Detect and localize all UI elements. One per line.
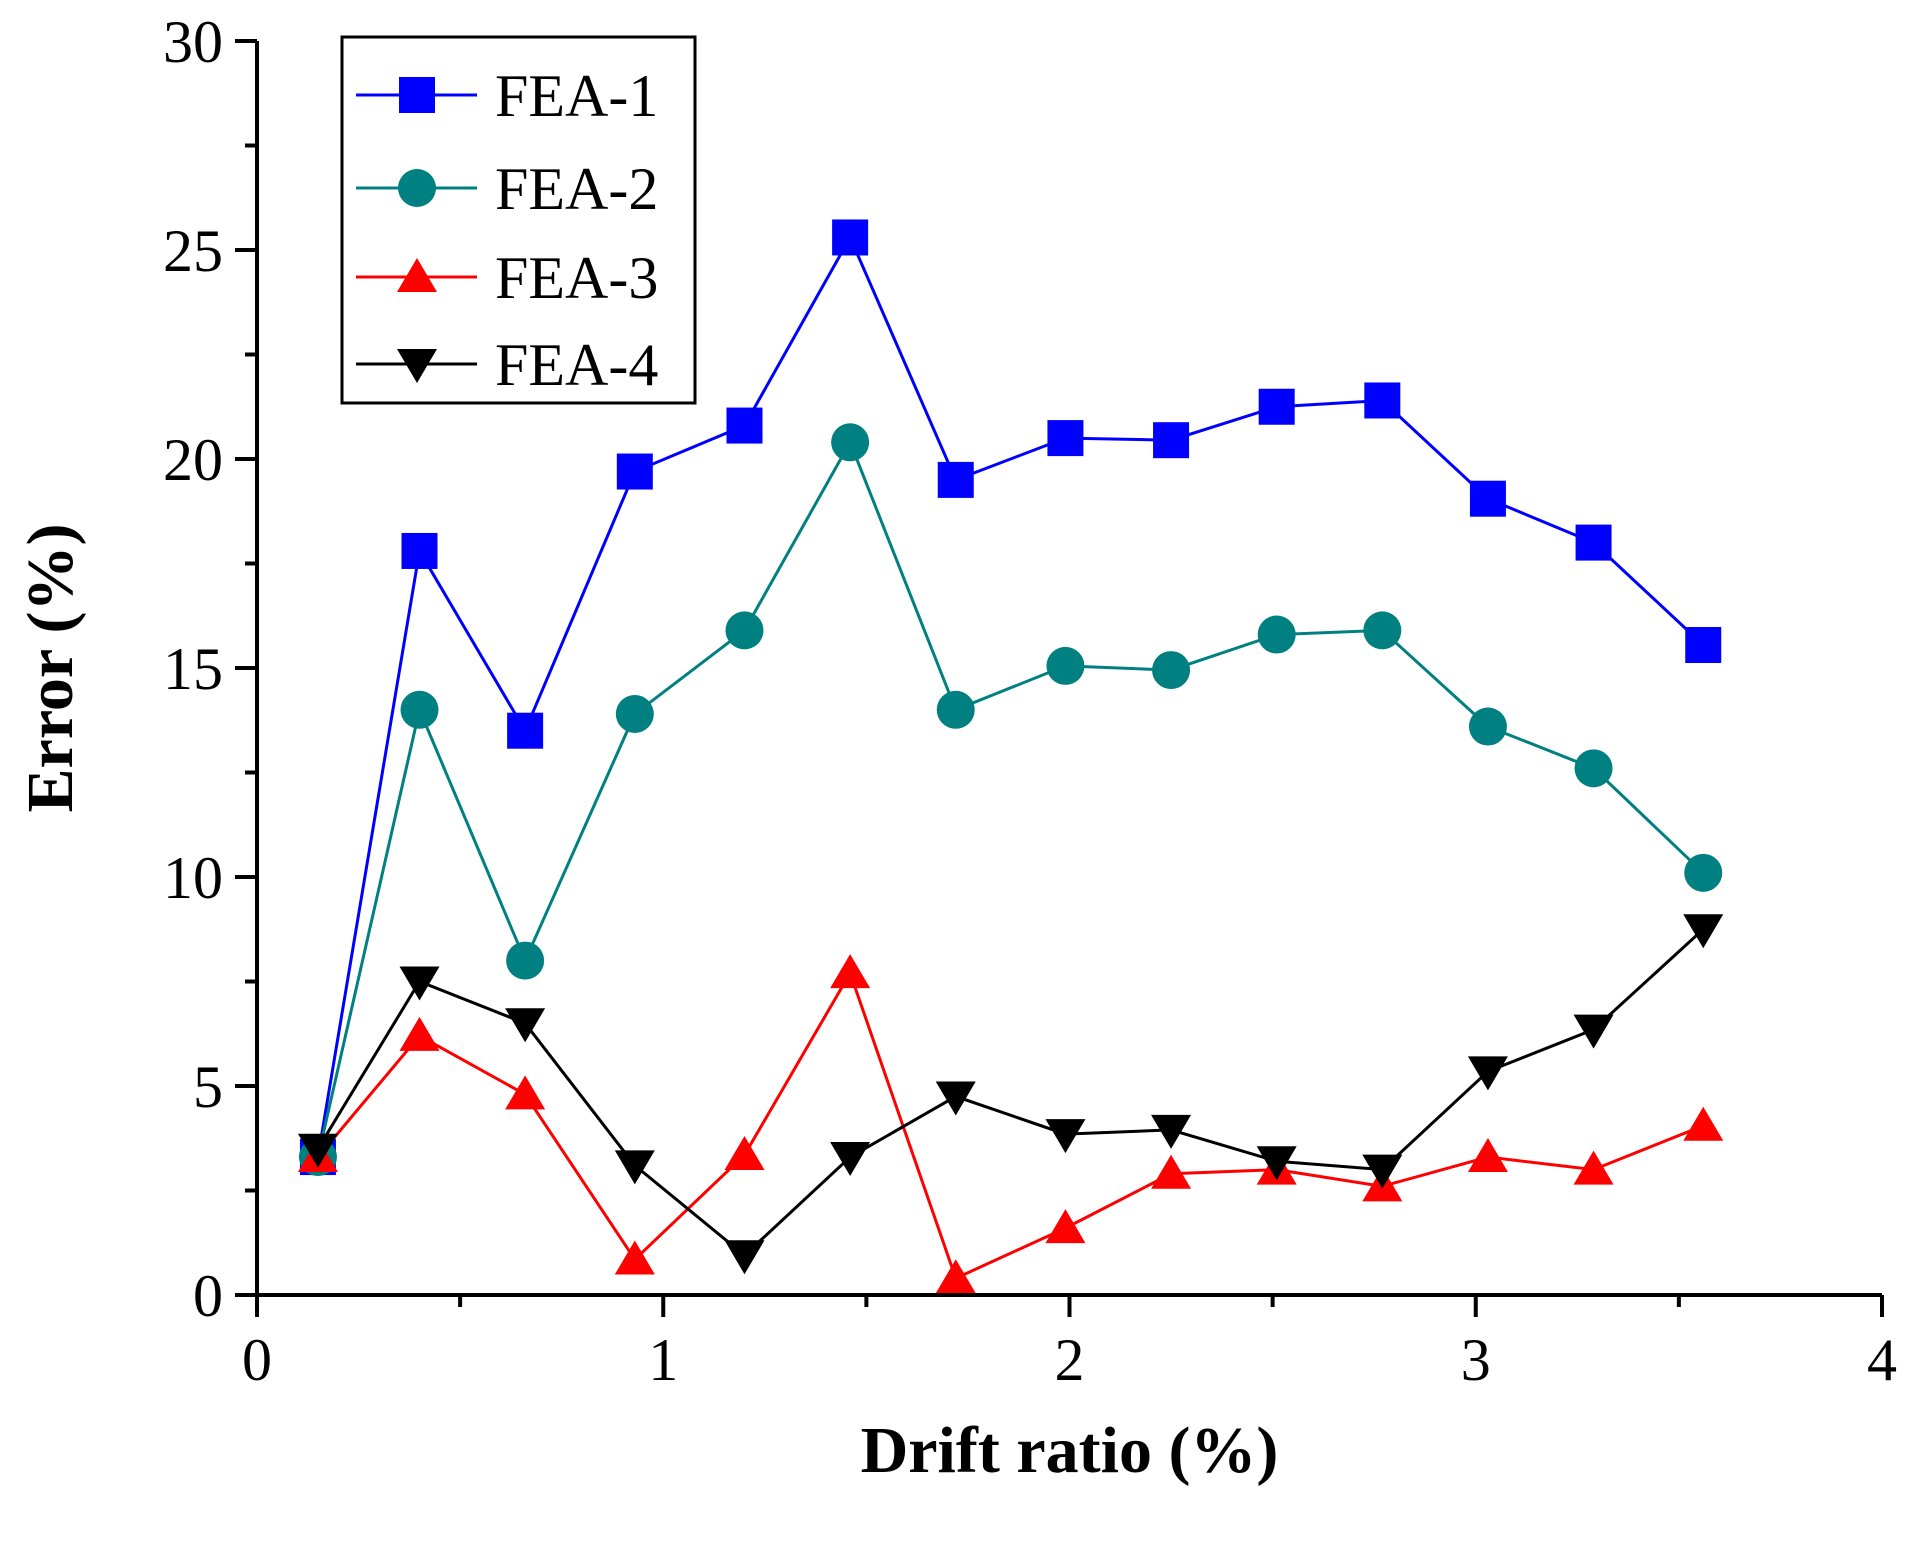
data-point-fea-1-8 — [1153, 422, 1190, 459]
data-point-fea-1-3 — [616, 453, 653, 490]
data-point-fea-1-11 — [1469, 480, 1506, 517]
y-axis-title: Error (%) — [14, 524, 87, 813]
legend-marker — [397, 349, 437, 383]
y-tick-label: 30 — [163, 9, 223, 75]
data-point-fea-3-6 — [935, 1259, 976, 1294]
data-point-fea-3-13 — [1683, 1106, 1724, 1141]
axes-layer: 0 5 10 15 20 25 30 0 1 2 3 4 — [163, 9, 1897, 1393]
data-point-fea-4-9 — [1256, 1146, 1297, 1181]
data-point-fea-2-4 — [725, 611, 764, 650]
data-point-fea-2-11 — [1468, 707, 1507, 746]
data-point-fea-4-6 — [935, 1081, 976, 1116]
data-point-fea-1-4 — [726, 407, 763, 444]
series-fea-3 — [297, 954, 1724, 1294]
y-tick-label: 10 — [163, 845, 223, 911]
data-point-fea-2-8 — [1152, 651, 1191, 690]
legend-marker — [399, 77, 435, 113]
data-point-fea-4-10 — [1362, 1154, 1403, 1189]
series-layer — [297, 219, 1724, 1294]
data-point-fea-4-12 — [1573, 1014, 1614, 1049]
legend-entry-fea-3: FEA-3 — [356, 245, 658, 311]
x-tick-label: 0 — [242, 1327, 272, 1393]
legend-label: FEA-3 — [495, 245, 658, 311]
data-point-fea-4-8 — [1151, 1114, 1192, 1149]
legend-entry-fea-1: FEA-1 — [356, 63, 658, 129]
data-point-fea-3-7 — [1045, 1209, 1086, 1244]
data-point-fea-3-11 — [1467, 1138, 1508, 1173]
x-tick-label: 4 — [1867, 1327, 1897, 1393]
data-point-fea-2-13 — [1684, 853, 1723, 892]
data-point-fea-3-4 — [724, 1135, 765, 1170]
x-axis-title: Drift ratio (%) — [861, 1414, 1279, 1487]
data-point-fea-4-0 — [297, 1133, 338, 1168]
data-point-fea-2-2 — [506, 941, 545, 980]
data-point-fea-2-7 — [1046, 646, 1085, 685]
data-point-fea-1-6 — [937, 461, 974, 498]
x-tick-label: 2 — [1055, 1327, 1085, 1393]
data-point-fea-4-5 — [830, 1142, 871, 1177]
legend-entry-fea-2: FEA-2 — [356, 156, 658, 222]
legend: FEA-1 FEA-2 FEA-3 FEA-4 — [340, 35, 697, 405]
data-point-fea-2-5 — [831, 423, 870, 462]
x-tick-label: 1 — [648, 1327, 678, 1393]
series-fea-4 — [297, 914, 1724, 1275]
data-point-fea-4-2 — [505, 1008, 546, 1043]
data-point-fea-2-9 — [1257, 615, 1296, 654]
data-point-fea-3-1 — [399, 1016, 440, 1051]
series-line-fea-3 — [316, 969, 1704, 1281]
legend-marker — [398, 169, 436, 207]
data-point-fea-1-1 — [401, 532, 438, 569]
data-point-fea-3-3 — [614, 1240, 655, 1275]
data-point-fea-1-13 — [1685, 627, 1722, 664]
data-point-fea-1-2 — [507, 712, 544, 749]
legend-marker — [397, 258, 437, 292]
legend-label: FEA-2 — [495, 156, 658, 222]
data-point-fea-2-12 — [1574, 749, 1613, 788]
data-point-fea-2-6 — [936, 690, 975, 729]
data-point-fea-2-10 — [1363, 611, 1402, 650]
legend-label: FEA-4 — [495, 332, 658, 398]
legend-label: FEA-1 — [495, 63, 658, 129]
series-line-fea-2 — [316, 438, 1705, 1158]
y-tick-label: 20 — [163, 427, 223, 493]
data-point-fea-2-1 — [400, 690, 439, 729]
data-point-fea-3-12 — [1573, 1150, 1614, 1185]
x-tick-label: 3 — [1461, 1327, 1491, 1393]
data-point-fea-4-13 — [1683, 914, 1724, 949]
series-fea-1 — [299, 219, 1722, 1176]
legend-entry-fea-4: FEA-4 — [356, 332, 658, 398]
data-point-fea-1-10 — [1364, 382, 1401, 419]
data-point-fea-1-12 — [1575, 524, 1612, 561]
data-point-fea-3-2 — [505, 1075, 546, 1110]
data-point-fea-2-3 — [615, 694, 654, 733]
data-point-fea-3-8 — [1151, 1154, 1192, 1189]
y-tick-label: 15 — [163, 636, 223, 702]
data-point-fea-4-4 — [724, 1240, 765, 1275]
series-line-fea-4 — [316, 928, 1705, 1258]
data-point-fea-1-9 — [1258, 388, 1295, 425]
data-point-fea-4-3 — [614, 1150, 655, 1185]
data-point-fea-4-11 — [1467, 1056, 1508, 1091]
y-tick-label: 25 — [163, 218, 223, 284]
data-point-fea-4-7 — [1045, 1119, 1086, 1154]
data-point-fea-4-1 — [399, 966, 440, 1001]
data-point-fea-1-7 — [1047, 420, 1084, 457]
data-point-fea-3-5 — [830, 954, 871, 989]
y-tick-label: 5 — [193, 1054, 223, 1120]
data-point-fea-1-5 — [832, 219, 869, 256]
y-tick-label: 0 — [193, 1263, 223, 1329]
